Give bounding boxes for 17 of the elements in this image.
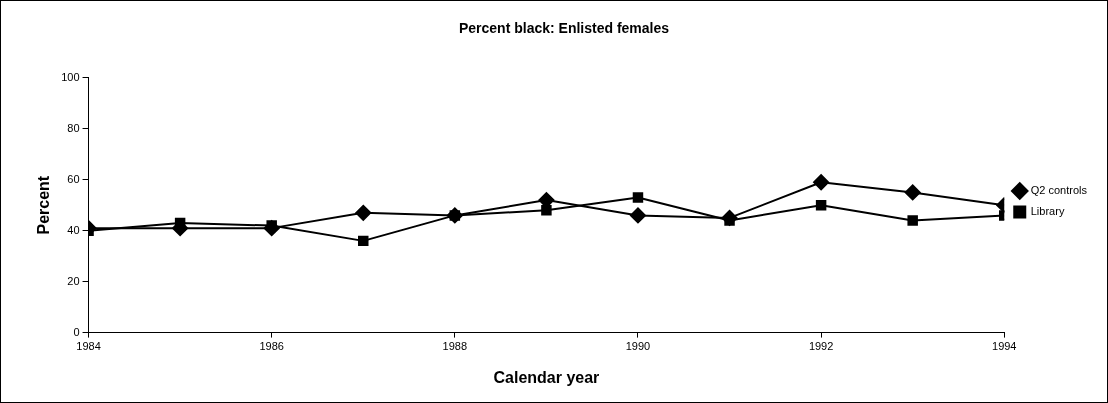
chart-title: Percent black: Enlisted females (458, 20, 670, 37)
legend-label: Library (1030, 205, 1065, 218)
x-tick-label: 1992 (808, 340, 834, 353)
x-tick-label: 1990 (625, 340, 651, 353)
y-tick-label: 60 (67, 172, 80, 185)
y-tick-label: 80 (67, 121, 80, 134)
x-tick-label: 1988 (442, 340, 468, 353)
x-tick-label: 1986 (259, 340, 284, 353)
x-tick-label: 1984 (76, 340, 101, 353)
x-axis-title: Calendar year (493, 368, 600, 386)
y-axis-title: Percent (35, 175, 53, 235)
y-tick-label: 40 (67, 223, 80, 236)
y-tick-label: 20 (67, 274, 80, 287)
y-tick-label: 100 (61, 70, 80, 83)
legend-label: Q2 controls (1030, 184, 1088, 197)
x-tick-label: 1994 (992, 340, 1017, 353)
y-tick-label: 0 (73, 325, 80, 338)
